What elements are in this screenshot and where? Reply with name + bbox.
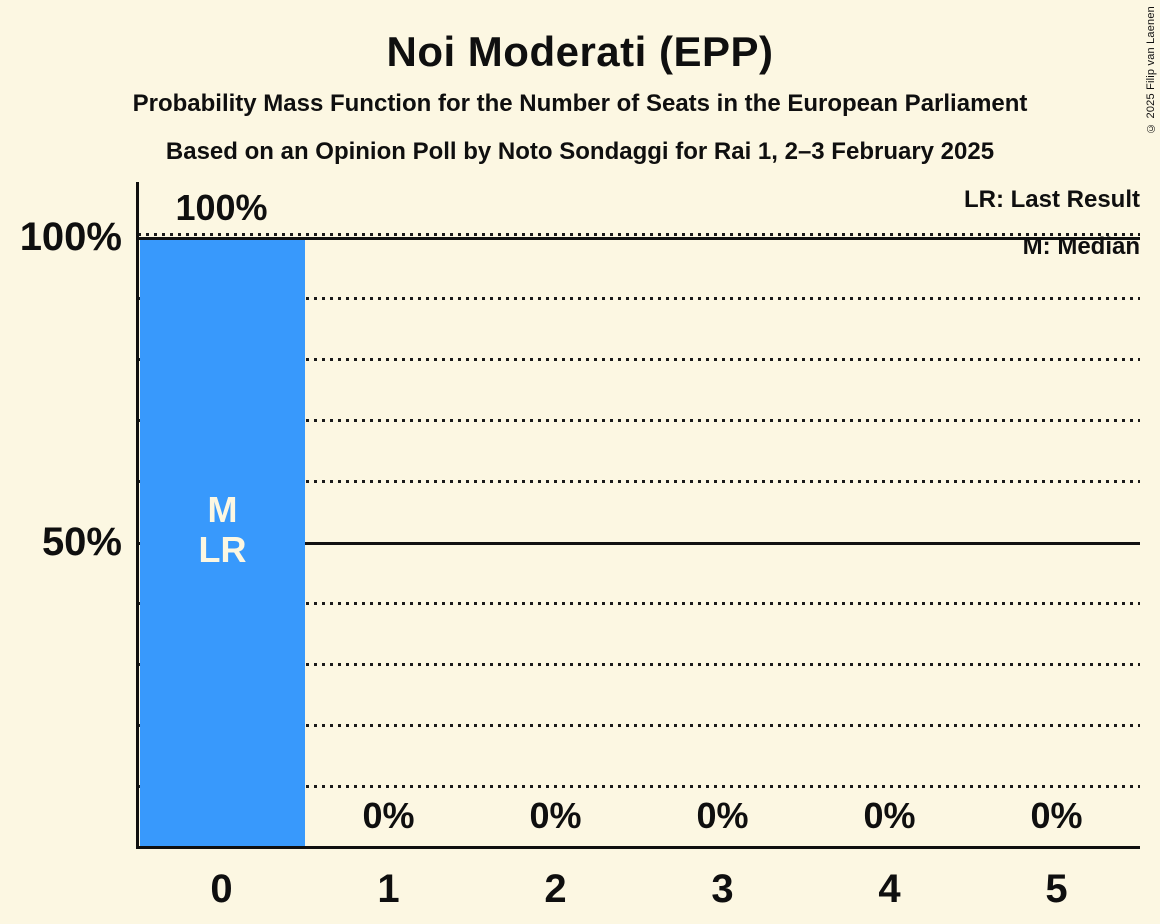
x-tick-label-2: 2 (544, 867, 567, 911)
x-tick-label-4: 4 (878, 867, 901, 911)
gridline-dotted-80 (138, 358, 1140, 361)
value-label-4: 0% (863, 795, 916, 836)
y-axis-line (136, 182, 139, 849)
x-tick-label-1: 1 (377, 867, 400, 911)
legend-median: M: Median (1022, 233, 1140, 260)
y-tick-label-50: 50% (41, 520, 122, 564)
bar-seats-0 (140, 240, 305, 848)
median-marker: M (207, 489, 238, 530)
value-label-1: 0% (362, 795, 415, 836)
last-result-marker: LR (198, 529, 247, 570)
bar-annotation-box: M LR (140, 490, 305, 570)
gridline-dotted-40 (138, 602, 1140, 605)
chart-subtitle: Probability Mass Function for the Number… (132, 90, 1028, 117)
gridline-dotted-10 (138, 785, 1140, 788)
chart-source-line: Based on an Opinion Poll by Noto Sondagg… (165, 138, 995, 165)
value-label-5: 0% (1030, 795, 1083, 836)
x-tick-label-0: 0 (210, 867, 233, 911)
page-title: Noi Moderati (EPP) (386, 28, 774, 75)
gridline-dotted-70 (138, 419, 1140, 422)
y-tick-label-100: 100% (19, 215, 122, 259)
value-label-3: 0% (696, 795, 749, 836)
gridline-solid-100 (138, 237, 1140, 240)
x-axis-line (136, 846, 1140, 849)
gridline-dotted-100 (138, 233, 1140, 236)
plot-area: 100% 0% 0% 0% 0% 0% M LR (138, 187, 1140, 848)
gridline-dotted-90 (138, 297, 1140, 300)
gridline-solid-50 (138, 541, 1140, 545)
x-tick-label-3: 3 (711, 867, 734, 911)
gridline-dotted-30 (138, 663, 1140, 666)
x-tick-label-5: 5 (1045, 867, 1068, 911)
gridline-dotted-60 (138, 480, 1140, 483)
copyright-notice: © 2025 Filip van Laenen (1145, 6, 1157, 134)
legend-last-result: LR: Last Result (963, 186, 1140, 213)
value-label-0: 100% (175, 187, 268, 228)
gridline-dotted-20 (138, 724, 1140, 727)
value-label-2: 0% (529, 795, 582, 836)
